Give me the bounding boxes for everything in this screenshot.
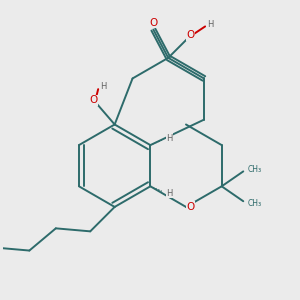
Text: O: O [149,17,158,28]
Text: H: H [166,134,172,142]
Text: O: O [187,202,195,212]
Text: O: O [89,95,97,105]
Text: CH₃: CH₃ [247,199,261,208]
Text: H: H [100,82,107,91]
Text: H: H [207,20,213,29]
Text: O: O [186,31,194,40]
Text: H: H [166,189,172,198]
Text: CH₃: CH₃ [247,165,261,174]
